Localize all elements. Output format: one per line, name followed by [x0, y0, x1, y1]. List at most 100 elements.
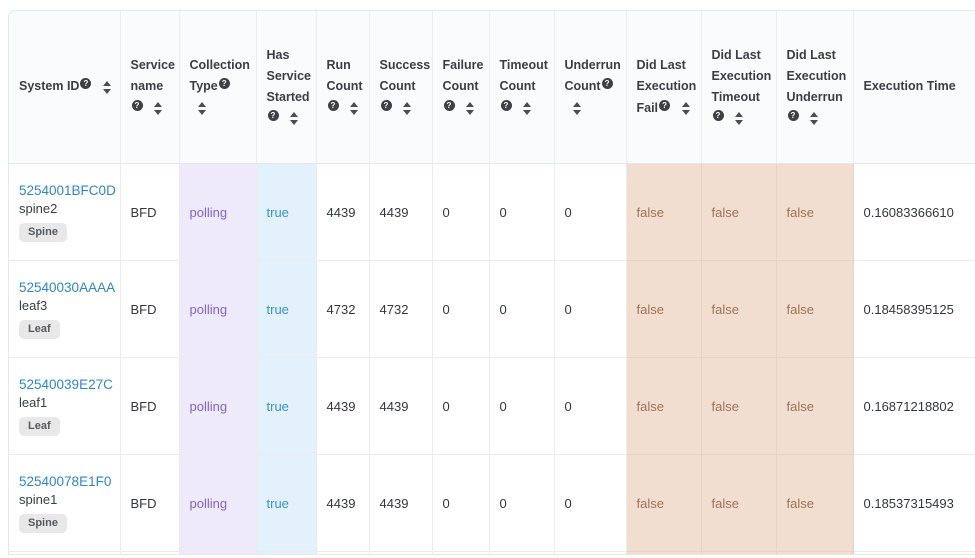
help-icon[interactable]: ?	[787, 110, 799, 122]
column-label: Has Service Started	[266, 47, 311, 105]
did-last-execution-timeout-cell: false	[701, 163, 777, 261]
did-last-execution-fail-cell: false	[626, 163, 702, 261]
help-icon[interactable]: ?	[131, 99, 143, 111]
help-icon[interactable]: ?	[327, 99, 339, 111]
collection-type-cell: polling	[179, 357, 257, 455]
collection-type-cell: polling	[179, 163, 257, 261]
help-icon[interactable]: ?	[80, 78, 92, 90]
table-row: 52540078E1F0 spine1 Spine BFD polling tr…	[9, 454, 975, 552]
did-last-execution-fail-cell: false	[626, 260, 702, 358]
execution-time-cell: 0.18458395125	[853, 260, 975, 358]
column-header-collection-type[interactable]: Collection Type?	[179, 11, 257, 164]
failure-count-cell: 0	[432, 260, 490, 358]
sort-icon[interactable]	[197, 101, 206, 115]
table-row: 52540039E27C leaf1 Leaf BFD polling true…	[9, 357, 975, 455]
underrun-count-cell: 0	[554, 551, 627, 554]
hostname-text: spine2	[19, 200, 58, 216]
column-header-underrun-count[interactable]: Underrun Count?	[554, 11, 627, 164]
did-last-execution-underrun-cell: false	[776, 260, 854, 358]
system-id-link[interactable]: 52540078E1F0	[19, 473, 112, 489]
help-icon[interactable]: ?	[267, 110, 279, 122]
services-table-card: System ID? Service name ? Collection Typ…	[8, 10, 975, 555]
column-header-system-id[interactable]: System ID?	[9, 11, 121, 164]
underrun-count-cell: 0	[554, 454, 627, 552]
help-icon[interactable]: ?	[659, 99, 671, 111]
table-row: 52540030AAAA leaf3 Leaf BFD polling true…	[9, 260, 975, 358]
sort-icon[interactable]	[289, 112, 298, 126]
failure-count-cell: 0	[432, 163, 490, 261]
sort-icon[interactable]	[402, 101, 411, 115]
column-header-run-count[interactable]: Run Count ?	[316, 11, 370, 164]
did-last-execution-fail-cell: false	[626, 357, 702, 455]
service-name-cell: BFD	[120, 454, 180, 552]
system-id-link[interactable]: 52540039E27C	[19, 376, 113, 392]
sort-icon[interactable]	[734, 112, 743, 126]
execution-time-cell: 0.16871218802	[853, 357, 975, 455]
help-icon[interactable]: ?	[712, 110, 724, 122]
role-badge: Leaf	[19, 319, 60, 339]
role-badge: Spine	[19, 222, 67, 242]
column-label: Underrun Count	[564, 58, 621, 94]
execution-time-cell: 0.20656311977	[853, 551, 975, 554]
failure-count-cell: 0	[432, 357, 490, 455]
run-count-cell: 4732	[316, 260, 370, 358]
help-icon[interactable]: ?	[380, 99, 392, 111]
column-label: Did Last Execution Timeout	[711, 47, 772, 105]
help-icon[interactable]: ?	[500, 99, 512, 111]
failure-count-cell: 0	[432, 551, 490, 554]
sort-icon[interactable]	[809, 112, 818, 126]
sort-icon[interactable]	[522, 101, 531, 115]
column-header-did-last-execution-fail[interactable]: Did Last Execution Fail?	[626, 11, 702, 164]
sort-icon[interactable]	[572, 101, 581, 115]
column-label: Did Last Execution Underrun	[786, 47, 847, 105]
collection-type-cell: polling	[179, 260, 257, 358]
sort-icon[interactable]	[102, 80, 111, 94]
did-last-execution-fail-cell: false	[626, 551, 702, 554]
table-row: 5254001BFC0D spine2 Spine BFD polling tr…	[9, 163, 975, 261]
timeout-count-cell: 0	[489, 357, 555, 455]
collection-type-cell: polling	[179, 454, 257, 552]
column-header-has-service-started[interactable]: Has Service Started ?	[256, 11, 317, 164]
success-count-cell: 4439	[369, 163, 433, 261]
system-id-link[interactable]: 5254001BFC0D	[19, 182, 116, 198]
column-header-failure-count[interactable]: Failure Count ?	[432, 11, 490, 164]
timeout-count-cell: 0	[489, 163, 555, 261]
help-icon[interactable]: ?	[218, 78, 230, 90]
help-icon[interactable]: ?	[601, 78, 613, 90]
sort-icon[interactable]	[349, 101, 358, 115]
did-last-execution-underrun-cell: false	[776, 454, 854, 552]
success-count-cell: 4439	[369, 551, 433, 554]
has-service-started-cell: true	[256, 454, 317, 552]
service-name-cell: BFD	[120, 551, 180, 554]
system-id-link[interactable]: 52540030AAAA	[19, 279, 116, 295]
sort-icon[interactable]	[153, 101, 162, 115]
success-count-cell: 4439	[369, 357, 433, 455]
system-id-cell: 52540078E1F0 spine1 Spine	[9, 454, 121, 552]
column-header-service-name[interactable]: Service name ?	[120, 11, 180, 164]
has-service-started-cell: true	[256, 357, 317, 455]
has-service-started-cell: true	[256, 260, 317, 358]
column-header-did-last-execution-underrun[interactable]: Did Last Execution Underrun ?	[776, 11, 854, 164]
column-label: Service name	[130, 58, 175, 94]
role-badge: Spine	[19, 513, 67, 533]
column-header-did-last-execution-timeout[interactable]: Did Last Execution Timeout ?	[701, 11, 777, 164]
column-header-success-count[interactable]: Success Count ?	[369, 11, 433, 164]
run-count-cell: 4439	[316, 357, 370, 455]
help-icon[interactable]: ?	[443, 99, 455, 111]
column-label: System ID	[19, 79, 80, 94]
timeout-count-cell: 0	[489, 260, 555, 358]
column-header-execution-time[interactable]: Execution Time	[853, 11, 975, 164]
underrun-count-cell: 0	[554, 260, 627, 358]
did-last-execution-fail-cell: false	[626, 454, 702, 552]
underrun-count-cell: 0	[554, 357, 627, 455]
success-count-cell: 4732	[369, 260, 433, 358]
column-label: Execution Time	[863, 79, 956, 94]
has-service-started-cell: true	[256, 163, 317, 261]
execution-time-cell: 0.16083366610	[853, 163, 975, 261]
column-label: Did Last Execution Fail	[636, 58, 697, 115]
sort-icon[interactable]	[681, 101, 690, 115]
underrun-count-cell: 0	[554, 163, 627, 261]
column-header-timeout-count[interactable]: Timeout Count ?	[489, 11, 555, 164]
sort-icon[interactable]	[465, 101, 474, 115]
services-table: System ID? Service name ? Collection Typ…	[9, 11, 975, 554]
